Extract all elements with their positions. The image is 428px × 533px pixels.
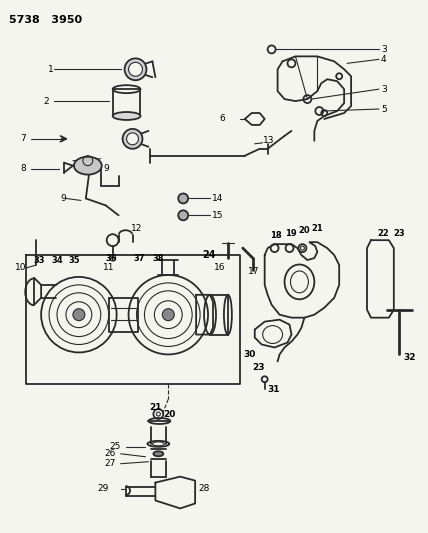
Text: 9: 9 bbox=[104, 164, 110, 173]
Circle shape bbox=[178, 211, 188, 220]
Text: 18: 18 bbox=[270, 231, 281, 240]
Text: 10: 10 bbox=[15, 263, 26, 272]
Text: 4: 4 bbox=[381, 55, 386, 64]
Text: 23: 23 bbox=[394, 229, 405, 238]
Ellipse shape bbox=[113, 112, 140, 120]
Text: 15: 15 bbox=[212, 211, 223, 220]
Circle shape bbox=[127, 133, 139, 145]
Text: 25: 25 bbox=[109, 442, 121, 451]
Circle shape bbox=[178, 193, 188, 204]
Text: 29: 29 bbox=[97, 484, 109, 493]
Text: 27: 27 bbox=[104, 459, 116, 468]
Text: 35: 35 bbox=[69, 255, 80, 264]
Text: 9: 9 bbox=[60, 194, 66, 203]
Text: 34: 34 bbox=[51, 255, 62, 264]
Text: 21: 21 bbox=[311, 224, 323, 233]
Text: 38: 38 bbox=[152, 254, 164, 263]
Text: 13: 13 bbox=[263, 136, 274, 146]
Text: 11: 11 bbox=[103, 263, 114, 272]
Circle shape bbox=[162, 309, 174, 321]
Text: 17: 17 bbox=[248, 268, 259, 277]
Text: 3: 3 bbox=[381, 45, 386, 54]
Text: 30: 30 bbox=[244, 350, 256, 359]
Ellipse shape bbox=[153, 451, 163, 456]
Text: 3: 3 bbox=[381, 85, 386, 94]
Text: 23: 23 bbox=[252, 363, 264, 372]
Text: 37: 37 bbox=[134, 254, 145, 263]
Text: 6: 6 bbox=[219, 115, 225, 124]
Ellipse shape bbox=[74, 157, 102, 175]
Text: 16: 16 bbox=[214, 263, 226, 272]
Text: 14: 14 bbox=[212, 194, 223, 203]
Text: 19: 19 bbox=[285, 229, 296, 238]
Circle shape bbox=[73, 309, 85, 321]
Text: 5738   3950: 5738 3950 bbox=[9, 14, 83, 25]
Text: 26: 26 bbox=[104, 449, 116, 458]
Text: 5: 5 bbox=[381, 104, 386, 114]
Text: 32: 32 bbox=[404, 353, 416, 362]
Circle shape bbox=[128, 62, 143, 76]
Text: 28: 28 bbox=[198, 484, 209, 493]
Text: 33: 33 bbox=[33, 255, 45, 264]
Text: 12: 12 bbox=[131, 224, 142, 233]
Text: 7: 7 bbox=[21, 134, 26, 143]
Text: 36: 36 bbox=[106, 254, 117, 263]
Text: 31: 31 bbox=[268, 385, 280, 394]
Text: 2: 2 bbox=[44, 96, 49, 106]
Text: 20: 20 bbox=[163, 409, 176, 418]
Text: 22: 22 bbox=[377, 229, 389, 238]
Text: 20: 20 bbox=[298, 226, 310, 235]
Text: 21: 21 bbox=[149, 402, 162, 411]
Circle shape bbox=[125, 58, 146, 80]
Text: 8: 8 bbox=[21, 164, 26, 173]
Circle shape bbox=[122, 129, 143, 149]
Text: 1: 1 bbox=[48, 65, 54, 74]
Text: 24: 24 bbox=[202, 250, 216, 260]
